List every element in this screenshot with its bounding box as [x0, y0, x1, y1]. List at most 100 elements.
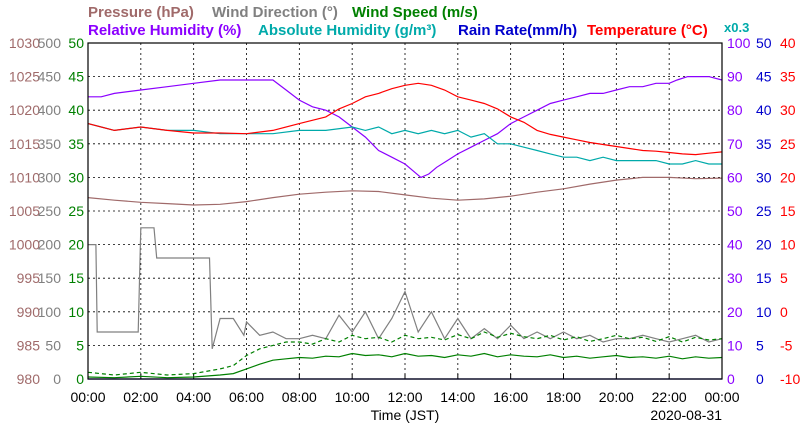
humidity-tick-label: 70: [727, 136, 743, 152]
wind-dir-tick-label: 350: [38, 136, 62, 152]
legend-relative-humidity: Relative Humidity (%): [88, 22, 241, 39]
rain-tick-label: 45: [756, 69, 772, 85]
rain-tick-label: 0: [756, 371, 764, 387]
temperature-tick-label: 15: [780, 203, 796, 219]
pressure-tick-label: 1025: [9, 69, 40, 85]
legend-temperature: Temperature (°C): [587, 22, 708, 39]
humidity-tick-label: 80: [727, 102, 743, 118]
x-tick-label: 14:00: [440, 389, 475, 405]
x-tick-label: 00:00: [70, 389, 105, 405]
pressure-tick-label: 1020: [9, 102, 40, 118]
date-label: 2020-08-31: [650, 407, 722, 423]
temperature-tick-label: 40: [780, 35, 796, 51]
pressure-tick-label: 1005: [9, 203, 40, 219]
pressure-tick-label: 980: [17, 371, 41, 387]
humidity-tick-label: 10: [727, 337, 743, 353]
x-tick-label: 06:00: [229, 389, 264, 405]
legend-absolute-humidity: Absolute Humidity (g/m³): [258, 22, 436, 39]
wind-speed-tick-label: 50: [68, 35, 84, 51]
wind-dir-tick-label: 50: [45, 337, 61, 353]
series-wind-direction: [88, 227, 723, 349]
humidity-tick-label: 40: [727, 237, 743, 253]
humidity-tick-label: 90: [727, 69, 743, 85]
rain-tick-label: 15: [756, 270, 772, 286]
rain-tick-label: 20: [756, 237, 772, 253]
axis-ticks: 00:00 02:00 04:00 06:00 08:00 10:00 12:00 14:00…: [9, 35, 800, 405]
wind-dir-tick-label: 300: [38, 169, 62, 185]
wind-speed-tick-label: 0: [76, 371, 84, 387]
wind-speed-tick-label: 40: [68, 102, 84, 118]
x-tick-label: 20:00: [599, 389, 634, 405]
wind-dir-tick-label: 150: [38, 270, 62, 286]
wind-dir-tick-label: 250: [38, 203, 62, 219]
humidity-tick-label: 60: [727, 169, 743, 185]
temperature-tick-label: 25: [780, 136, 796, 152]
series-wind-speed-max-m-s: [87, 331, 723, 376]
wind-speed-tick-label: 30: [68, 169, 84, 185]
x-tick-label: 12:00: [387, 389, 422, 405]
wind-dir-tick-label: 200: [38, 237, 62, 253]
wind-speed-tick-label: 25: [68, 203, 84, 219]
x-tick-label: 18:00: [546, 389, 581, 405]
temperature-tick-label: 10: [780, 237, 796, 253]
legend-wind-direction: Wind Direction (°): [212, 4, 338, 21]
humidity-tick-label: 30: [727, 270, 743, 286]
x-tick-label: 10:00: [335, 389, 370, 405]
temperature-tick-label: -10: [780, 371, 800, 387]
wind-speed-tick-label: 45: [68, 69, 84, 85]
humidity-tick-label: 50: [727, 203, 743, 219]
x-axis-label: Time (JST): [371, 407, 440, 423]
grid: [88, 43, 722, 379]
x-tick-label: 16:00: [493, 389, 528, 405]
plot-frame: [87, 42, 723, 380]
rain-tick-label: 35: [756, 136, 772, 152]
pressure-tick-label: 1015: [9, 136, 40, 152]
wind-speed-tick-label: 35: [68, 136, 84, 152]
temperature-tick-label: 35: [780, 69, 796, 85]
rain-tick-label: 50: [756, 35, 772, 51]
x-tick-label: 08:00: [282, 389, 317, 405]
temperature-tick-label: -5: [780, 337, 793, 353]
humidity-tick-label: 20: [727, 304, 743, 320]
wind-dir-tick-label: 500: [38, 35, 62, 51]
legend-scale-factor: x0.3: [724, 20, 749, 35]
temperature-tick-label: 0: [780, 304, 788, 320]
humidity-tick-label: 100: [727, 35, 751, 51]
wind-dir-tick-label: 100: [38, 304, 62, 320]
wind-speed-tick-label: 15: [68, 270, 84, 286]
x-tick-label: 02:00: [123, 389, 158, 405]
rain-tick-label: 5: [756, 337, 764, 353]
legend-wind-speed: Wind Speed (m/s): [352, 4, 478, 21]
legend: Pressure (hPa) Wind Direction (°) Wind S…: [88, 4, 749, 39]
x-tick-label: 04:00: [176, 389, 211, 405]
pressure-tick-label: 990: [17, 304, 41, 320]
rain-tick-label: 30: [756, 169, 772, 185]
series-temperature-c: [87, 82, 723, 156]
temperature-tick-label: 30: [780, 102, 796, 118]
humidity-tick-label: 0: [727, 371, 735, 387]
wind-dir-tick-label: 400: [38, 102, 62, 118]
legend-pressure: Pressure (hPa): [88, 4, 194, 21]
series-wind-speed-m-s: [87, 352, 723, 379]
pressure-tick-label: 985: [17, 337, 41, 353]
pressure-tick-label: 1000: [9, 237, 40, 253]
series-pressure-hpa: [87, 176, 723, 206]
x-tick-label: 00:00: [704, 389, 739, 405]
wind-speed-tick-label: 10: [68, 304, 84, 320]
legend-rain-rate: Rain Rate(mm/h): [458, 22, 577, 39]
rain-tick-label: 10: [756, 304, 772, 320]
temperature-tick-label: 5: [780, 270, 788, 286]
wind-speed-tick-label: 5: [76, 337, 84, 353]
wind-dir-tick-label: 0: [53, 371, 61, 387]
pressure-tick-label: 1030: [9, 35, 40, 51]
pressure-tick-label: 995: [17, 270, 41, 286]
wind-dir-tick-label: 450: [38, 69, 62, 85]
wind-speed-tick-label: 20: [68, 237, 84, 253]
x-tick-label: 22:00: [652, 389, 687, 405]
rain-tick-label: 40: [756, 102, 772, 118]
series-relative-humidity: [88, 75, 723, 179]
pressure-tick-label: 1010: [9, 169, 40, 185]
temperature-tick-label: 20: [780, 169, 796, 185]
rain-tick-label: 25: [756, 203, 772, 219]
